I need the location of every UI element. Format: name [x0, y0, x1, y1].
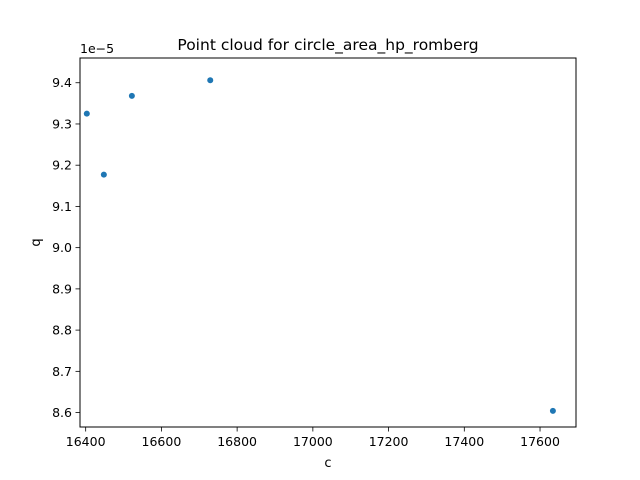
- y-tick-label: 9.1: [52, 199, 72, 214]
- y-offset-text: 1e−5: [80, 41, 114, 56]
- y-tick-label: 8.9: [52, 281, 72, 296]
- x-tick-label: 17000: [293, 434, 333, 449]
- y-tick-label: 9.3: [52, 116, 72, 131]
- chart-title: Point cloud for circle_area_hp_romberg: [177, 36, 478, 55]
- x-tick-label: 16800: [217, 434, 257, 449]
- x-tick-label: 16600: [142, 434, 182, 449]
- x-tick-label: 17200: [369, 434, 409, 449]
- y-tick-label: 8.6: [52, 405, 72, 420]
- data-point: [100, 171, 107, 178]
- y-axis-label: q: [29, 238, 44, 246]
- data-point: [128, 92, 135, 99]
- x-axis-ticks: 16400 16600 16800 17000 17200 17400 17600: [66, 427, 560, 449]
- x-tick-label: 17400: [444, 434, 484, 449]
- data-point: [549, 407, 556, 414]
- data-points: [83, 77, 556, 414]
- data-point: [83, 110, 90, 117]
- x-tick-label: 16400: [66, 434, 106, 449]
- y-tick-label: 9.2: [52, 158, 72, 173]
- y-tick-label: 8.7: [52, 364, 72, 379]
- y-tick-label: 9.0: [52, 240, 72, 255]
- plot-frame: [79, 57, 577, 428]
- y-axis-ticks: 8.6 8.7 8.8 8.9 9.0 9.1 9.2 9.3 9.4: [52, 75, 80, 420]
- y-tick-label: 9.4: [52, 75, 72, 90]
- y-tick-label: 8.8: [52, 323, 72, 338]
- x-tick-label: 17600: [520, 434, 560, 449]
- x-axis-label: c: [324, 456, 331, 471]
- data-point: [207, 77, 214, 84]
